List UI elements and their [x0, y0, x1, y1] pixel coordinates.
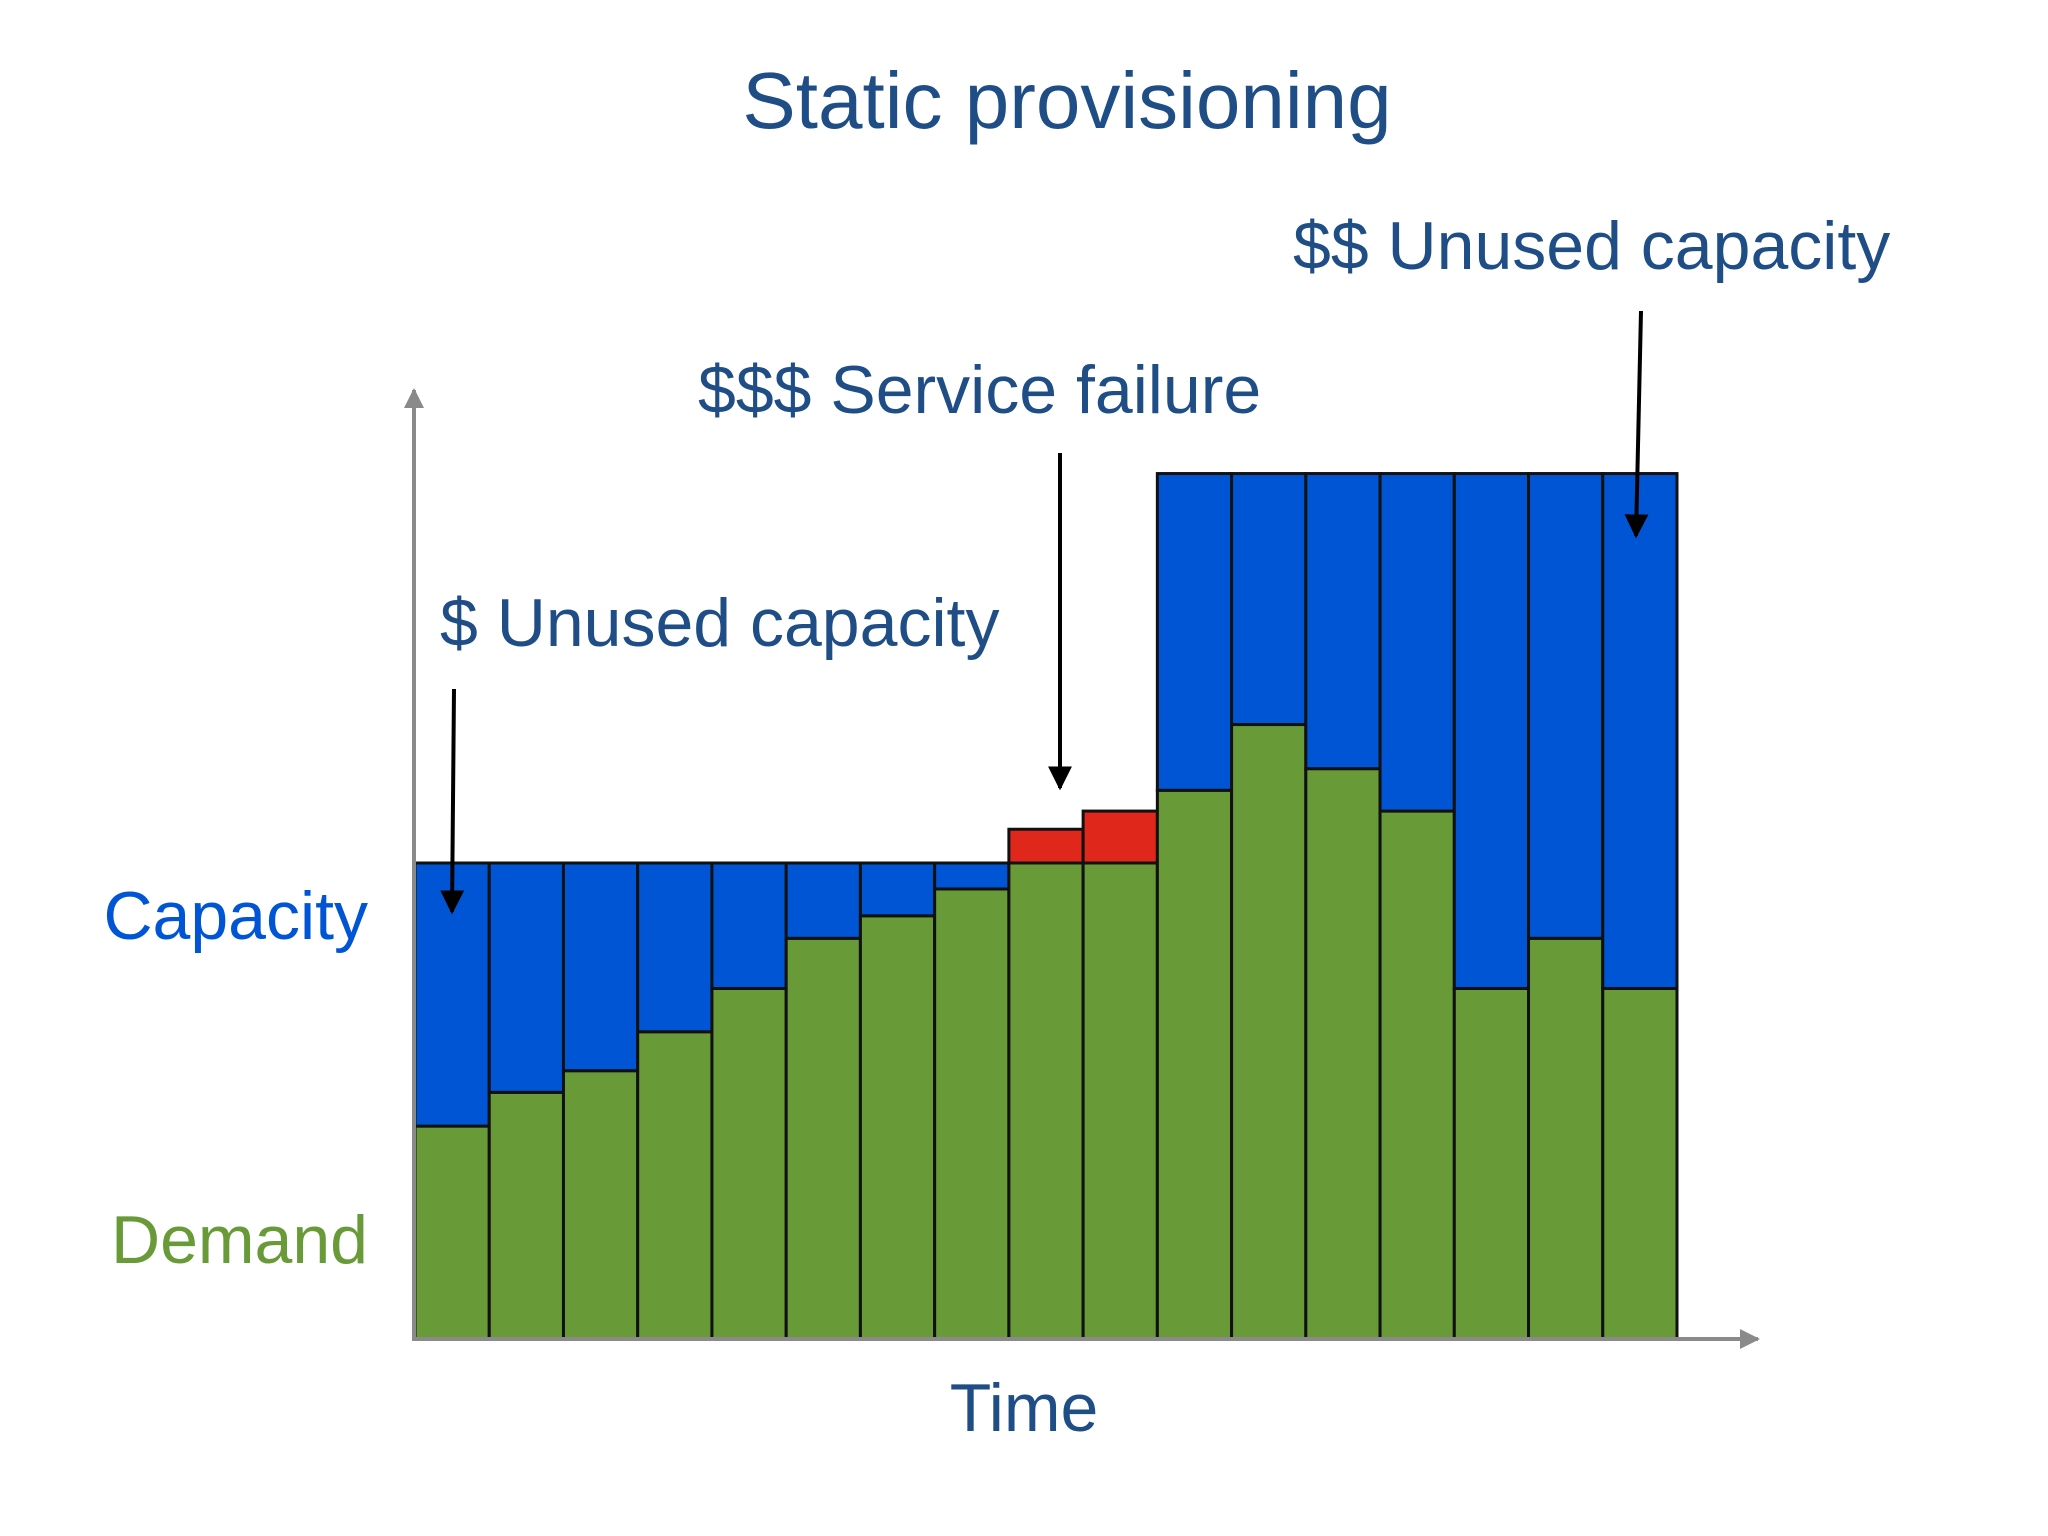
unused-capacity [1378, 472, 1456, 813]
chart-title: Static provisioning [742, 56, 1391, 145]
annotation: $$$ Service failure [698, 352, 1261, 428]
demand-bar [710, 986, 788, 1341]
bars [413, 472, 1679, 1341]
demand-bar [784, 936, 862, 1341]
unused-capacity [933, 861, 1011, 891]
unused-capacity [1527, 472, 1605, 940]
unused-capacity [1230, 472, 1308, 727]
demand-bar [1452, 986, 1531, 1341]
demand-bar [1378, 809, 1456, 1341]
demand-bar [933, 887, 1011, 1341]
annotation-arrow [440, 688, 465, 915]
unused-capacity [636, 861, 714, 1034]
demand-bar [1230, 723, 1308, 1341]
demand-bar [636, 1030, 714, 1341]
unused-capacity [784, 861, 862, 940]
shortfall [1081, 809, 1159, 865]
unused-capacity [1155, 472, 1234, 792]
demand-bar [1155, 788, 1234, 1341]
annotation: $$ Unused capacity [1293, 208, 1890, 284]
unused-capacity [710, 861, 788, 990]
annotation: $ Unused capacity [440, 585, 999, 661]
unused-capacity [858, 861, 937, 918]
unused-capacity [561, 861, 640, 1073]
demand-bar [858, 914, 937, 1341]
x-axis-label: Time [950, 1370, 1099, 1446]
unused-capacity [1452, 472, 1531, 990]
demand-bar [1527, 936, 1605, 1341]
legend-label: Demand [111, 1202, 368, 1278]
demand-bar [487, 1090, 565, 1341]
demand-bar [1007, 861, 1085, 1341]
annotation-arrow [1624, 310, 1649, 539]
shortfall [1007, 827, 1085, 865]
demand-bar [1304, 767, 1382, 1341]
demand-bar [1601, 986, 1679, 1341]
demand-bar [1081, 861, 1159, 1341]
unused-capacity [487, 861, 565, 1094]
legend-label: Capacity [103, 878, 368, 954]
unused-capacity [1601, 472, 1679, 990]
demand-bar [413, 1124, 491, 1341]
unused-capacity [1304, 472, 1382, 771]
demand-bar [561, 1069, 640, 1341]
